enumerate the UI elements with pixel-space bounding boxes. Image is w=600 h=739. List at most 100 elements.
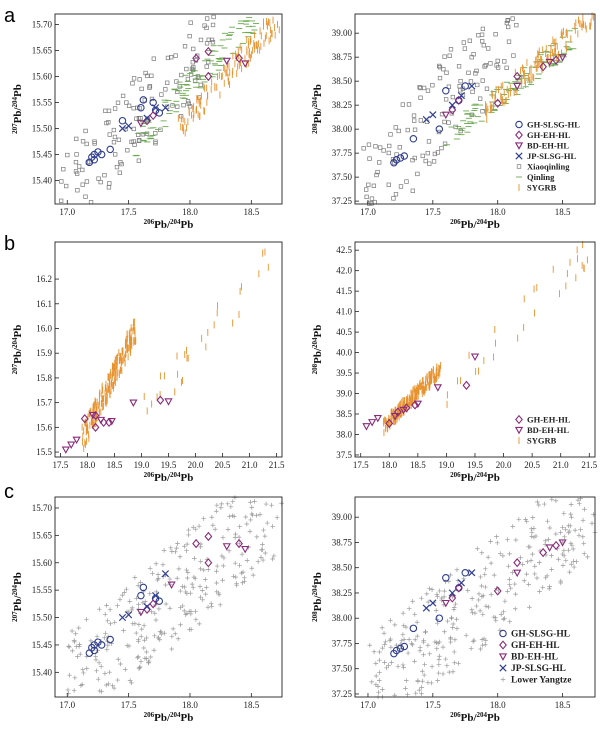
bg-lower-yangtze-point	[384, 665, 389, 671]
bg-lower-yangtze-point	[94, 668, 99, 674]
bg-lower-yangtze-point	[173, 549, 178, 555]
bg-xiaoqinling-point	[462, 46, 468, 51]
bg-xiaoqinling-point	[483, 63, 489, 68]
x-tick-label: 18.0	[182, 700, 198, 710]
bg-lower-yangtze-point	[115, 677, 121, 683]
bg-lower-yangtze-point	[138, 659, 144, 664]
bg-xiaoqinling-point	[480, 39, 485, 44]
bg-lower-yangtze-point	[421, 639, 426, 645]
bg-lower-yangtze-point	[137, 664, 143, 670]
bg-xiaoqinling-point	[514, 23, 519, 28]
bg-lower-yangtze-point	[561, 548, 567, 553]
bd-eh-hl-point	[362, 423, 371, 431]
bg-xiaoqinling-point	[439, 145, 444, 151]
legend-gh-slsg-hl-label: GH-SLSG-HL	[511, 630, 570, 640]
legend-bd-eh-hl-marker	[514, 426, 524, 435]
bg-xiaoqinling-point	[391, 196, 396, 201]
bg-lower-yangtze-point	[589, 520, 595, 526]
bg-lower-yangtze-point	[470, 639, 476, 644]
bg-lower-yangtze-point	[562, 534, 567, 540]
bg-lower-yangtze-point	[446, 669, 452, 675]
bg-lower-yangtze-point	[442, 588, 447, 594]
bg-lower-yangtze-point	[132, 621, 138, 626]
bg-lower-yangtze-point	[549, 553, 554, 558]
bg-lower-yangtze-point	[182, 543, 187, 549]
bg-lower-yangtze-point	[71, 638, 77, 643]
bg-lower-yangtze-point	[406, 637, 412, 642]
bg-lower-yangtze-point	[425, 599, 431, 605]
bg-lower-yangtze-point	[540, 585, 546, 590]
bg-lower-yangtze-point	[419, 595, 424, 601]
gh-slsg-hl-point	[400, 642, 409, 651]
bg-lower-yangtze-point	[413, 690, 419, 696]
bg-xiaoqinling-point	[375, 169, 380, 175]
bg-xiaoqinling-point	[495, 58, 500, 64]
bg-xiaoqinling-point	[123, 126, 129, 132]
bg-lower-yangtze-point	[423, 629, 428, 635]
gh-eh-hl-point	[552, 55, 561, 65]
bg-lower-yangtze-point	[560, 563, 566, 568]
bg-lower-yangtze-point	[84, 617, 89, 622]
plots: 17.0 17.5 18.0 18.5 15.40 15.45 15.50 15.55 15.6…	[11, 12, 598, 724]
bg-lower-yangtze-point	[244, 558, 250, 563]
bg-lower-yangtze-point	[231, 573, 236, 579]
bg-lower-yangtze-point	[172, 631, 178, 637]
bg-lower-yangtze-point	[421, 652, 426, 658]
legend-gh-eh-hl-marker	[515, 414, 523, 425]
legend-gh-eh-hl-marker	[499, 640, 507, 650]
bg-lower-yangtze-point	[580, 534, 586, 540]
bg-xiaoqinling-point	[186, 101, 191, 106]
bg-lower-yangtze-point	[420, 668, 425, 674]
bg-lower-yangtze-point	[196, 621, 202, 627]
bg-lower-yangtze-point	[369, 679, 375, 685]
plot-frame	[354, 496, 596, 698]
bg-lower-yangtze-point	[142, 655, 148, 661]
bg-lower-yangtze-point	[529, 530, 535, 535]
bg-xiaoqinling-point	[65, 152, 70, 158]
bg-lower-yangtze-point	[434, 646, 440, 651]
bg-xiaoqinling-point	[412, 118, 417, 123]
bg-lower-yangtze-point	[262, 533, 268, 539]
bg-lower-yangtze-point	[440, 644, 446, 650]
bg-lower-yangtze-point	[216, 590, 221, 596]
y-tick-label: 15.45	[32, 150, 53, 160]
bg-lower-yangtze-point	[382, 660, 387, 665]
bg-lower-yangtze-point	[406, 606, 412, 611]
jp-slsg-hl-point	[143, 114, 151, 122]
bg-lower-yangtze-point	[502, 598, 508, 604]
y-tick-label: 15.40	[32, 176, 53, 186]
bg-lower-yangtze-point	[154, 589, 159, 595]
bg-lower-yangtze-point	[577, 501, 582, 506]
bg-lower-yangtze-point	[394, 642, 399, 648]
bg-lower-yangtze-point	[488, 560, 494, 566]
y-tick-label: 15.45	[32, 640, 53, 650]
bg-lower-yangtze-point	[230, 499, 236, 504]
gh-eh-hl-point	[235, 53, 243, 63]
bg-lower-yangtze-point	[412, 637, 418, 643]
gh-eh-hl-point	[149, 599, 158, 609]
x-tick-label: 17.5	[425, 700, 441, 710]
jp-slsg-hl-point	[457, 91, 466, 100]
gh-eh-hl-point	[454, 95, 463, 106]
bd-eh-hl-point	[513, 569, 522, 578]
x-tick-label: 18.5	[555, 700, 571, 710]
legend-gh-eh-hl-label: GH-EH-HL	[527, 415, 571, 425]
bg-lower-yangtze-point	[513, 591, 518, 597]
y-tick-label: 37.25	[332, 196, 353, 206]
bg-lower-yangtze-point	[147, 591, 153, 597]
y-tick-label: 15.5	[36, 447, 52, 457]
y-tick-label: 42.0	[336, 266, 352, 276]
bg-xiaoqinling-point	[494, 63, 499, 68]
bg-lower-yangtze-point	[513, 537, 519, 543]
bg-xiaoqinling-point	[473, 71, 478, 76]
bg-xiaoqinling-point	[113, 152, 118, 157]
bd-eh-hl-point	[558, 54, 567, 62]
bg-xiaoqinling-point	[191, 46, 196, 52]
gh-slsg-hl-point	[155, 109, 164, 117]
bg-xiaoqinling-point	[444, 70, 449, 75]
bg-lower-yangtze-point	[233, 574, 239, 580]
bg-lower-yangtze-point	[451, 649, 457, 655]
gh-eh-hl-point	[448, 593, 457, 603]
bg-lower-yangtze-point	[66, 643, 72, 649]
bg-lower-yangtze-point	[66, 691, 71, 696]
